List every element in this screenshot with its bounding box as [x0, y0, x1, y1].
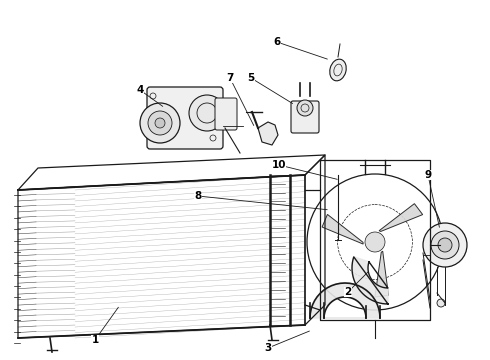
Circle shape [431, 231, 459, 259]
Text: 6: 6 [273, 37, 281, 47]
Text: 1: 1 [91, 335, 98, 345]
Text: 2: 2 [344, 287, 352, 297]
Circle shape [155, 118, 165, 128]
Polygon shape [322, 215, 363, 244]
Circle shape [148, 111, 172, 135]
Polygon shape [375, 251, 389, 297]
Text: 4: 4 [136, 85, 144, 95]
Circle shape [140, 103, 180, 143]
Circle shape [423, 223, 467, 267]
Text: 9: 9 [424, 170, 432, 180]
Ellipse shape [330, 59, 346, 81]
Text: 7: 7 [226, 73, 234, 83]
Circle shape [189, 95, 225, 131]
Text: 8: 8 [195, 191, 201, 201]
Text: 10: 10 [272, 160, 286, 170]
Circle shape [438, 238, 452, 252]
Text: 5: 5 [247, 73, 255, 83]
Circle shape [437, 299, 445, 307]
FancyBboxPatch shape [215, 98, 237, 130]
FancyBboxPatch shape [147, 87, 223, 149]
Text: 3: 3 [265, 343, 271, 353]
Polygon shape [352, 257, 388, 304]
Polygon shape [258, 122, 278, 145]
FancyBboxPatch shape [291, 101, 319, 133]
Polygon shape [379, 204, 423, 231]
Circle shape [365, 232, 385, 252]
Circle shape [297, 100, 313, 116]
Polygon shape [310, 283, 380, 318]
